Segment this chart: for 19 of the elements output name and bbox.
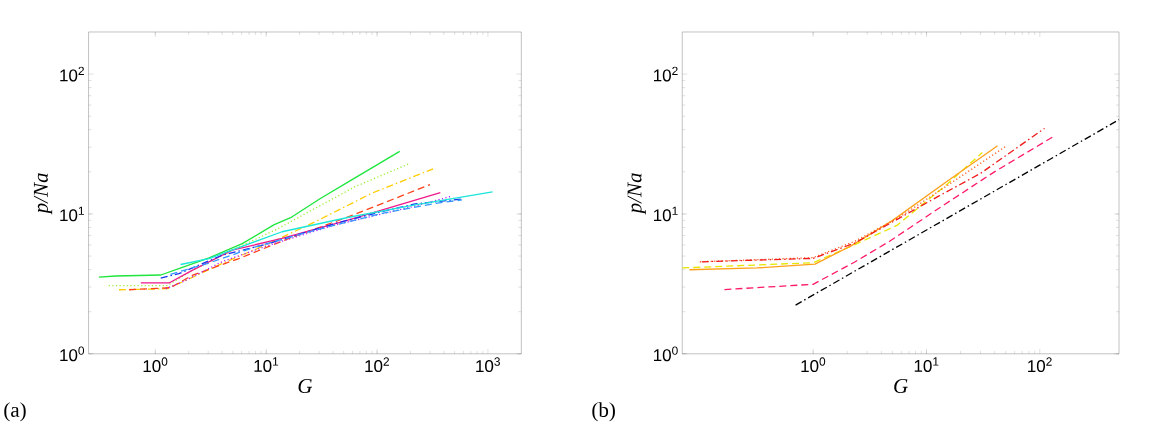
- y-tick-label: 10$^{1}$: [654, 206, 678, 222]
- x-tick-label: 10$^{0}$: [143, 357, 168, 373]
- y-tick-label: 10$^{2}$: [60, 66, 84, 82]
- x-tick-label: 10$^{1}$: [914, 357, 939, 373]
- y-tick-label: 10$^{2}$: [654, 66, 678, 82]
- x-tick-label: 10$^{2}$: [365, 357, 389, 373]
- x-axis-title: G: [298, 379, 313, 394]
- text: (b): [592, 402, 615, 422]
- text: (a): [4, 402, 26, 422]
- y-tick-label: 10$^{1}$: [60, 206, 84, 222]
- x-tick-label: 10$^{0}$: [801, 357, 826, 373]
- x-tick-label: 10$^{3}$: [476, 357, 500, 373]
- y-axis-title: p/Na: [627, 173, 646, 215]
- x-tick-label: 10$^{1}$: [254, 357, 279, 373]
- y-tick-label: 10$^{0}$: [60, 346, 85, 362]
- x-tick-label: 10$^{2}$: [1028, 357, 1052, 373]
- x-axis-title: G: [894, 379, 908, 394]
- y-tick-label: 10$^{0}$: [654, 346, 678, 362]
- y-axis-title: p/Na: [33, 173, 53, 215]
